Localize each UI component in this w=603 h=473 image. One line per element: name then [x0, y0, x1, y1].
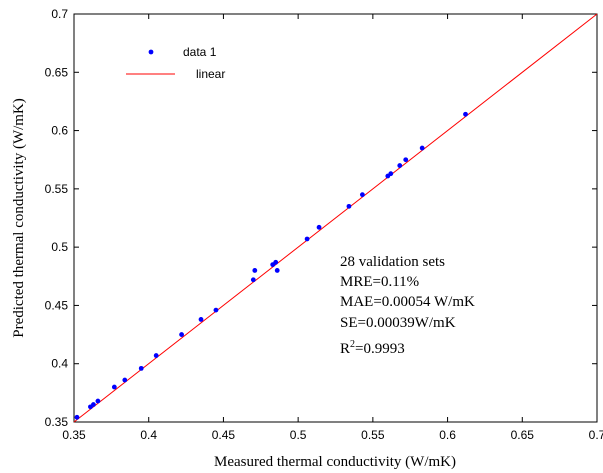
y-axis-ticks: 0.35 0.4 0.45 0.5 0.55 0.6 0.65 0.7 — [45, 7, 597, 429]
data-point — [304, 236, 310, 242]
annotation-r2-value: =0.9993 — [355, 341, 405, 357]
data-point — [419, 145, 425, 151]
annotation-r2: R2=0.9993 — [340, 339, 405, 357]
x-tick-label: 0.6 — [439, 428, 456, 442]
data-point — [252, 268, 258, 273]
legend-label-data-1: data 1 — [183, 45, 217, 59]
y-tick-label: 0.55 — [45, 182, 69, 196]
y-tick-label: 0.7 — [51, 7, 68, 21]
legend: data 1 linear — [126, 45, 225, 81]
data-point — [213, 307, 219, 313]
data-point — [153, 353, 159, 358]
x-axis-label: Measured thermal conductivity (W/mK) — [214, 454, 456, 470]
data-point — [74, 414, 80, 420]
y-tick-label: 0.45 — [45, 298, 69, 312]
x-axis-ticks: 0.35 0.4 0.45 0.5 0.55 0.6 0.65 0.7 — [62, 14, 603, 442]
annotation-mae: MAE=0.00054 W/mK — [340, 294, 475, 310]
annotation-r2-base: R — [340, 341, 350, 357]
y-tick-label: 0.35 — [45, 415, 69, 429]
x-tick-label: 0.35 — [62, 428, 86, 442]
data-point — [91, 402, 96, 407]
annotation-r2-sup: 2 — [350, 339, 355, 350]
y-tick-label: 0.5 — [51, 240, 68, 254]
x-tick-label: 0.45 — [212, 428, 236, 442]
data-point — [403, 157, 409, 163]
data-point — [397, 163, 403, 168]
data-point — [346, 203, 352, 209]
data-point — [250, 277, 256, 283]
data-points — [74, 111, 468, 420]
y-tick-label: 0.6 — [51, 124, 68, 138]
data-point — [274, 268, 280, 273]
x-tick-label: 0.7 — [589, 428, 603, 442]
data-point — [198, 317, 204, 322]
data-point — [122, 377, 128, 383]
data-point — [179, 332, 184, 337]
x-tick-label: 0.5 — [290, 428, 307, 442]
data-point — [463, 111, 468, 117]
annotation-sets: 28 validation sets — [340, 254, 445, 270]
data-point — [388, 171, 394, 177]
annotation-se: SE=0.00039W/mK — [340, 315, 456, 331]
x-tick-label: 0.65 — [511, 428, 535, 442]
data-point — [95, 398, 101, 404]
annotation-mre: MRE=0.11% — [340, 274, 419, 290]
legend-marker-data-1 — [148, 49, 154, 55]
data-point — [316, 224, 322, 230]
annotation-block: 28 validation sets MRE=0.11% MAE=0.00054… — [340, 254, 475, 357]
x-tick-label: 0.4 — [140, 428, 157, 442]
data-point — [359, 192, 365, 198]
y-tick-label: 0.4 — [51, 357, 68, 371]
legend-label-linear: linear — [196, 67, 225, 81]
y-tick-label: 0.65 — [45, 65, 69, 79]
data-point — [111, 384, 117, 390]
linear-fit-line — [73, 13, 598, 423]
data-point — [138, 365, 144, 371]
x-tick-label: 0.55 — [361, 428, 385, 442]
data-point — [273, 259, 279, 265]
y-axis-label: Predicted thermal conductivity (W/mK) — [11, 98, 27, 338]
